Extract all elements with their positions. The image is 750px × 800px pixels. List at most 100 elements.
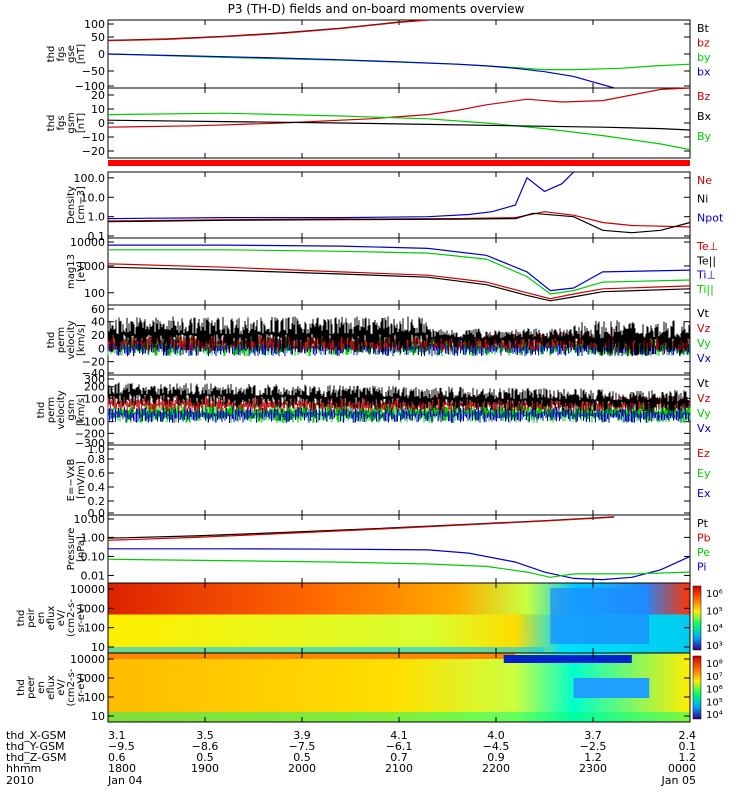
y-axis-label: (cm2-s- [66,599,77,637]
legend-Vx: Vx [697,352,712,365]
series-bz [107,19,429,42]
footer-row-label: thd_X-GSM [6,729,66,742]
footer-value: −6.1 [386,740,413,753]
legend-Vz: Vz [697,322,711,335]
legend-Te⊥: Te⊥ [696,240,718,253]
y-tick-label: 0 [98,117,105,130]
fgs-gse-frame [107,19,691,89]
y-axis-label: eflux [46,606,57,631]
footer-value: 3.1 [108,729,126,742]
footer-value: Jan 05 [661,774,696,787]
peir-spectrogram-colorbar [692,585,702,651]
footer-value: 0.5 [293,751,311,764]
y-tick-label: 10 [91,641,105,654]
colorbar-tick-label: 10⁴ [706,710,723,721]
y-tick-label: 10000 [70,583,105,596]
y-axis-label: velocity [56,390,67,429]
series-Te|| [107,266,691,302]
peir-spectrogram-cells [108,583,690,653]
y-tick-label: 60 [91,303,105,316]
footer-value: Jan 04 [107,774,142,787]
series-Npot [107,171,575,220]
series-Pb [107,516,615,541]
footer-value: −4.5 [483,740,510,753]
colorbar-tick-label: 10⁸ [706,659,723,670]
footer-value: 1.2 [584,751,602,764]
fgs-gsm-frame [107,87,691,159]
peer-band-top [108,653,516,659]
panel-peir-spectrogram: 10000 1000 100 10 thd peir en eflux eV/(cm2-s-sr… [16,582,723,654]
legend-Ex: Ex [697,487,711,500]
y-axis-label: Pressure [66,528,77,571]
footer-value: 2000 [288,762,316,775]
y-tick-label: −50 [82,65,105,78]
footer-value: −8.6 [192,740,219,753]
y-axis-label: [eV] [76,261,87,282]
series-bx [107,53,615,89]
peir-band-cold [550,588,650,644]
efield-frame [107,444,691,516]
legend-Bz: Bz [697,90,711,103]
footer-value: 1900 [191,762,219,775]
y-tick-label: −300 [75,437,105,450]
footer-value: 2200 [482,762,510,775]
y-axis-label: eflux [46,675,57,700]
y-axis-label: [cm−3] [76,186,87,224]
y-tick-label: −40 [82,367,105,380]
series-Bz [107,87,691,128]
legend-Pt: Pt [697,517,709,530]
footer-value: 0.5 [196,751,214,764]
y-axis-label: [km/s] [76,394,87,426]
footer-value: 2.4 [679,729,697,742]
series-Vx [107,407,691,423]
y-tick-label: −20 [82,356,105,369]
series-Te⊥ [107,263,691,300]
footer-value: 1.2 [679,751,697,764]
y-axis-label: thd [46,115,57,132]
series-Bt [107,19,429,41]
legend-by: by [697,51,711,64]
series-Ni [107,212,691,234]
footer-row-label: thd_Z-GSM [6,751,66,764]
panel-temperature: 10000 1000 100 mag13 [eV] Te⊥Te|| Ti⊥Ti|| [66,236,718,306]
legend-Ti⊥: Ti⊥ [696,269,716,282]
y-tick-label: −200 [75,427,105,440]
footer-value: −7.5 [289,740,316,753]
y-tick-label: 100 [84,287,105,300]
y-tick-label: 10.0 [81,191,106,204]
y-axis-label: thd [46,46,57,63]
peer-spectrogram-colorbar [692,655,702,720]
y-tick-label: 0.6 [88,467,106,480]
panel-density: 100.0 10.0 1.0 0.1 Density [cm−3] Ne Ni Npot [66,171,724,243]
y-axis-label: [nT] [76,113,87,133]
legend-Bt: Bt [697,22,710,35]
colorbar-tick-label: 10⁵ [706,606,723,617]
y-tick-label: 10 [91,103,105,116]
legend-Bx: Bx [697,110,712,123]
colorbar-tick-label: 10⁶ [706,685,723,696]
y-tick-label: 0.10 [81,550,106,563]
y-tick-label: 0 [98,48,105,61]
legend-Pi: Pi [697,561,706,574]
y-axis-label: mag13 [66,254,77,289]
legend-bx: bx [697,66,711,79]
y-tick-label: 50 [91,31,105,44]
y-axis-label: gsm [66,112,77,133]
y-tick-label: 100 [84,392,105,405]
colorbar-tick-label: 10⁶ [706,589,723,600]
footer-value: 2100 [385,762,413,775]
footer-value: 3.7 [584,729,602,742]
y-tick-label: 1000 [77,672,105,685]
colorbar-tick-label: 10⁷ [706,672,723,683]
legend-Vt: Vt [697,377,710,390]
y-tick-label: 0.1 [88,230,106,243]
y-axis-label: [km/s] [76,324,87,356]
y-axis-label: (cm2-s- [66,668,77,706]
legend-Ti||: Ti|| [696,283,714,296]
y-tick-label: 1.0 [88,443,106,456]
footer-value: 0000 [668,762,696,775]
y-axis-label: velocity [66,320,77,359]
